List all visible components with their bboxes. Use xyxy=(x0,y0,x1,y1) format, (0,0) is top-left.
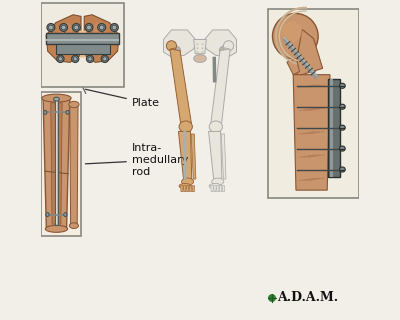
Polygon shape xyxy=(170,49,192,124)
Polygon shape xyxy=(211,49,230,124)
Bar xyxy=(41,92,81,236)
Ellipse shape xyxy=(44,110,47,114)
Polygon shape xyxy=(221,134,226,179)
Polygon shape xyxy=(70,106,78,224)
Ellipse shape xyxy=(74,25,79,30)
Bar xyxy=(268,9,359,198)
Ellipse shape xyxy=(224,41,234,51)
Ellipse shape xyxy=(73,57,77,61)
Ellipse shape xyxy=(85,23,93,31)
Ellipse shape xyxy=(340,125,345,130)
Text: Pin: Pin xyxy=(278,54,309,83)
Ellipse shape xyxy=(72,23,80,31)
Ellipse shape xyxy=(61,25,66,30)
Ellipse shape xyxy=(182,178,194,185)
Text: Intra-
medullary
rod: Intra- medullary rod xyxy=(86,143,188,177)
Ellipse shape xyxy=(196,44,198,45)
Ellipse shape xyxy=(112,25,117,30)
Ellipse shape xyxy=(172,46,181,55)
Ellipse shape xyxy=(69,223,78,228)
Polygon shape xyxy=(184,186,186,192)
Ellipse shape xyxy=(99,25,104,30)
Ellipse shape xyxy=(202,47,204,49)
Polygon shape xyxy=(84,15,119,62)
Polygon shape xyxy=(79,31,86,58)
Ellipse shape xyxy=(101,55,108,62)
Ellipse shape xyxy=(196,51,198,53)
Polygon shape xyxy=(222,186,225,192)
Ellipse shape xyxy=(219,46,228,55)
Ellipse shape xyxy=(69,101,79,108)
Polygon shape xyxy=(208,132,222,179)
Polygon shape xyxy=(216,186,219,192)
Polygon shape xyxy=(43,100,70,227)
Ellipse shape xyxy=(209,121,222,132)
Bar xyxy=(41,3,124,87)
Ellipse shape xyxy=(72,55,79,62)
Bar xyxy=(46,34,119,44)
Ellipse shape xyxy=(272,13,318,59)
Ellipse shape xyxy=(212,178,224,185)
Text: A.D.A.M.: A.D.A.M. xyxy=(277,292,338,305)
Ellipse shape xyxy=(166,41,176,51)
Ellipse shape xyxy=(86,25,91,30)
Ellipse shape xyxy=(86,55,94,62)
Ellipse shape xyxy=(340,167,345,172)
Bar xyxy=(330,79,333,178)
Ellipse shape xyxy=(194,54,206,62)
Polygon shape xyxy=(214,186,216,192)
Ellipse shape xyxy=(340,83,345,88)
Polygon shape xyxy=(203,30,236,57)
Ellipse shape xyxy=(54,97,59,101)
Ellipse shape xyxy=(48,25,53,30)
Ellipse shape xyxy=(340,146,345,151)
Ellipse shape xyxy=(60,23,68,31)
Polygon shape xyxy=(211,186,213,192)
Ellipse shape xyxy=(88,57,92,61)
Ellipse shape xyxy=(93,23,107,45)
Polygon shape xyxy=(219,186,222,192)
Ellipse shape xyxy=(64,213,67,216)
Bar xyxy=(46,39,119,41)
Polygon shape xyxy=(224,48,228,53)
Polygon shape xyxy=(297,29,323,76)
Ellipse shape xyxy=(202,44,204,45)
Polygon shape xyxy=(189,186,192,192)
Ellipse shape xyxy=(58,23,72,45)
Ellipse shape xyxy=(45,225,68,232)
Polygon shape xyxy=(164,30,197,57)
Ellipse shape xyxy=(340,104,345,109)
Ellipse shape xyxy=(66,110,69,114)
Ellipse shape xyxy=(47,23,55,31)
Ellipse shape xyxy=(282,21,302,42)
Bar xyxy=(56,44,110,54)
Polygon shape xyxy=(178,132,192,179)
Polygon shape xyxy=(181,186,183,192)
Ellipse shape xyxy=(179,121,192,132)
Ellipse shape xyxy=(98,23,106,31)
Polygon shape xyxy=(287,59,300,75)
Ellipse shape xyxy=(110,23,118,31)
Polygon shape xyxy=(51,103,62,224)
Ellipse shape xyxy=(202,51,204,53)
Polygon shape xyxy=(46,15,81,62)
Ellipse shape xyxy=(46,213,49,216)
Polygon shape xyxy=(293,75,330,190)
Ellipse shape xyxy=(58,57,62,61)
Polygon shape xyxy=(191,134,196,179)
Polygon shape xyxy=(186,186,189,192)
Ellipse shape xyxy=(42,94,71,102)
Ellipse shape xyxy=(179,183,191,188)
Polygon shape xyxy=(192,186,195,192)
Bar xyxy=(55,99,58,225)
Text: Plate: Plate xyxy=(85,89,160,108)
Ellipse shape xyxy=(209,183,221,188)
Ellipse shape xyxy=(57,55,64,62)
Polygon shape xyxy=(194,39,206,54)
Ellipse shape xyxy=(103,57,107,61)
Ellipse shape xyxy=(268,294,276,302)
Ellipse shape xyxy=(196,47,198,49)
Polygon shape xyxy=(172,48,176,53)
Bar xyxy=(328,79,340,178)
